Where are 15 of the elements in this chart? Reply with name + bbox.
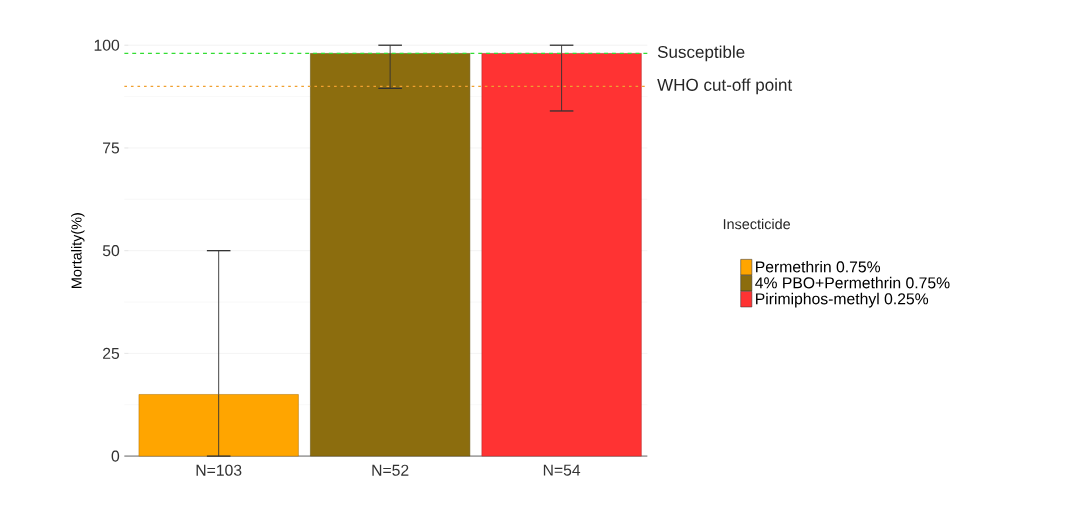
ref-line-label: WHO cut-off point	[657, 78, 793, 95]
y-tick-label: 0	[111, 450, 120, 462]
legend-title: Insecticide	[723, 218, 791, 230]
x-tick-label: N=103	[196, 464, 242, 476]
y-axis-title: Mortality(%)	[71, 213, 85, 288]
x-tick-label: N=54	[543, 464, 581, 476]
y-tick-label: 75	[103, 142, 120, 154]
y-tick-label: 25	[103, 347, 120, 359]
legend-label: Permethrin 0.75%	[756, 260, 881, 273]
y-tick-label: 50	[102, 245, 120, 257]
y-tick-label: 100	[94, 39, 120, 51]
legend-label: 4% PBO+Permethrin 0.75%	[755, 276, 950, 289]
legend-label: Pirimiphos-methyl 0.25%	[756, 292, 929, 308]
ref-line-label: Susceptible	[657, 45, 745, 62]
x-tick-label: N=52	[372, 464, 409, 476]
